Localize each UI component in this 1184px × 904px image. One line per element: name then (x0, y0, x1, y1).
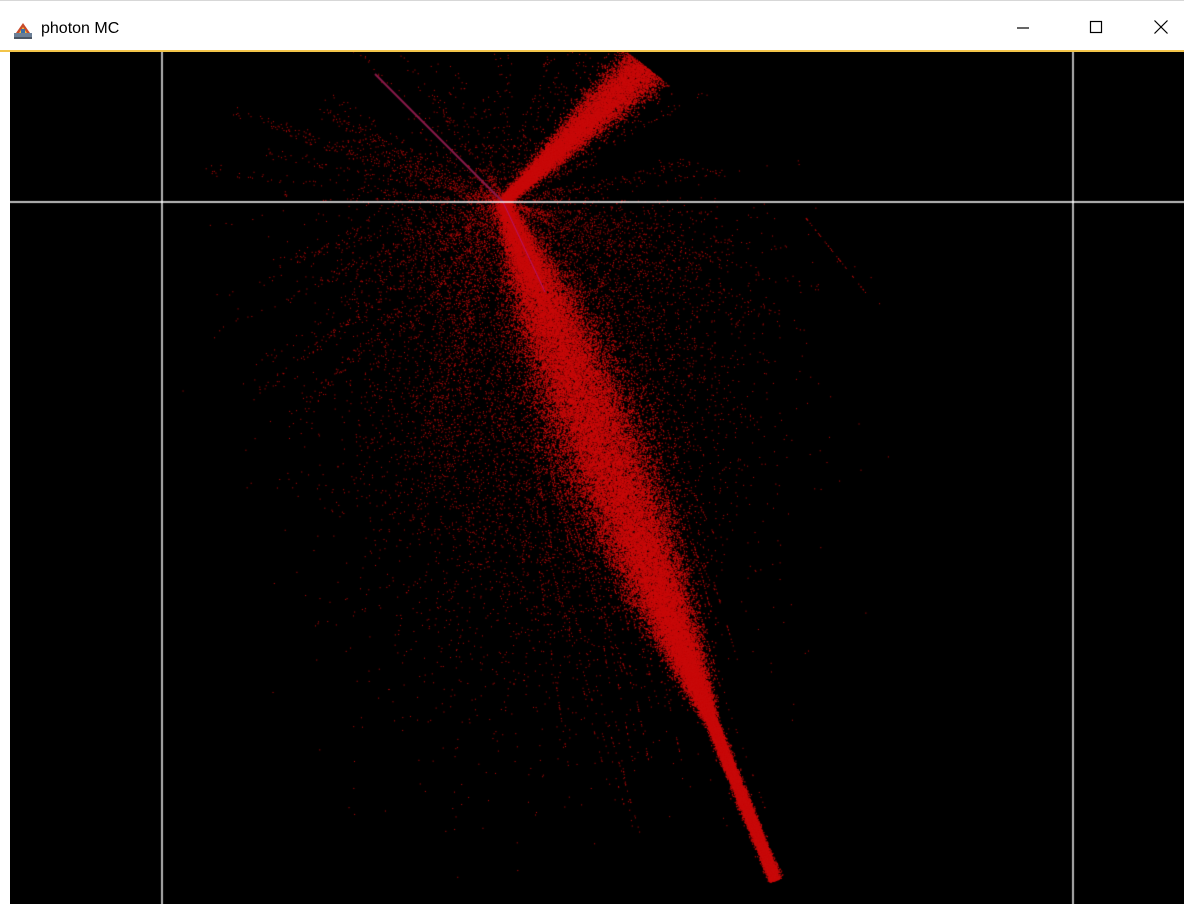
photon-scatter-canvas[interactable] (10, 52, 1184, 904)
close-icon (1154, 20, 1168, 34)
maximize-icon (1089, 20, 1103, 34)
minimize-button[interactable] (1000, 3, 1046, 51)
java-app-icon (13, 20, 33, 40)
minimize-icon (1017, 27, 1029, 29)
maximize-button[interactable] (1073, 3, 1119, 51)
simulation-view[interactable] (10, 52, 1184, 904)
window-title: photon MC (41, 20, 120, 37)
close-button[interactable] (1138, 3, 1184, 51)
title-bar[interactable]: photon MC (0, 0, 1184, 52)
